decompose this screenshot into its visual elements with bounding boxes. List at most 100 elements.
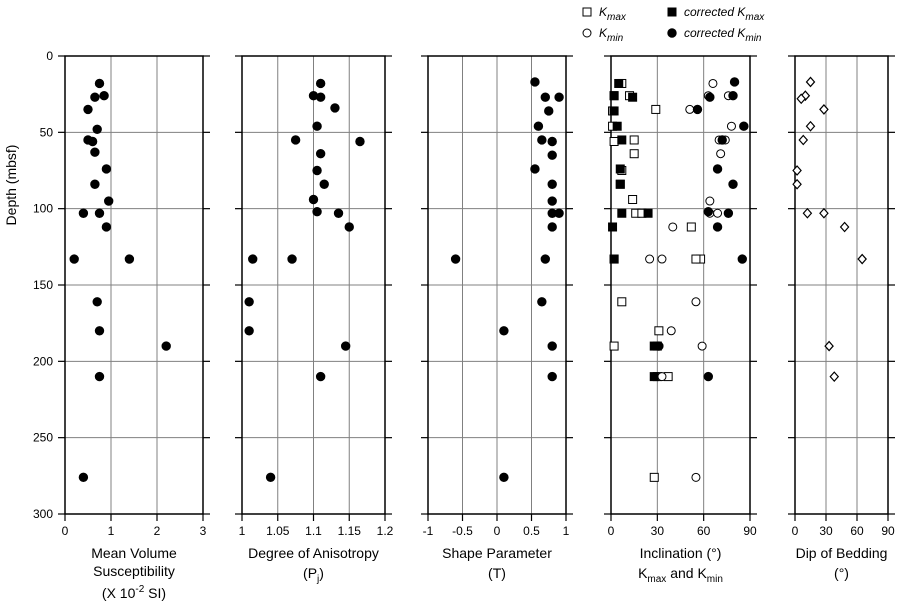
data-point <box>628 195 638 205</box>
data-point <box>729 77 740 87</box>
data-point <box>728 90 738 101</box>
data-point <box>717 135 727 145</box>
x-tick-label: 90 <box>881 524 895 538</box>
data-point <box>614 78 624 88</box>
data-point <box>83 104 93 115</box>
data-point <box>657 372 667 382</box>
data-point <box>312 207 322 217</box>
data-point <box>533 121 544 131</box>
data-point <box>615 179 625 189</box>
data-point <box>101 222 112 232</box>
data-point <box>499 472 509 483</box>
data-point <box>628 92 638 102</box>
data-point <box>685 104 695 114</box>
data-point <box>315 371 326 382</box>
depth-axis-label: Depth (mbsf) <box>3 145 19 226</box>
data-point <box>857 253 867 265</box>
data-point <box>708 78 718 88</box>
data-point <box>612 121 622 131</box>
data-point <box>649 372 659 382</box>
data-point <box>697 341 707 351</box>
x-tick-label: 60 <box>850 524 864 538</box>
data-point <box>244 326 254 336</box>
panel-2: 1 1.05 1.1 1.15 1.2 Degree of Anisotropy (Pj) <box>235 55 394 585</box>
data-point <box>547 150 557 160</box>
legend-label: corrected Kmin <box>684 26 762 44</box>
data-point <box>609 341 619 351</box>
legend-item: Kmax <box>582 5 627 23</box>
data-point <box>629 135 639 145</box>
data-point <box>716 149 726 159</box>
x-tick-label: 1.1 <box>305 524 322 538</box>
x-tick-label: 1.05 <box>266 524 290 538</box>
x-tick-label: 0 <box>494 524 501 538</box>
x-axis-title: Dip of Bedding <box>796 545 888 561</box>
data-point <box>90 179 100 189</box>
data-point <box>69 254 79 264</box>
depth-tick-label: 50 <box>40 125 54 139</box>
data-point <box>450 254 461 264</box>
data-point <box>319 179 329 189</box>
data-point <box>649 472 659 482</box>
x-axis-title: (T) <box>488 565 506 581</box>
data-point <box>333 208 344 218</box>
data-point <box>726 121 736 131</box>
x-axis-title: Mean Volume <box>91 545 177 561</box>
x-tick-label: 90 <box>743 524 757 538</box>
data-point <box>609 106 619 116</box>
data-point <box>547 222 557 232</box>
data-point <box>805 120 816 132</box>
data-point <box>340 341 351 351</box>
x-axis-title: Inclination (°) <box>640 545 722 561</box>
data-point <box>629 149 639 159</box>
x-axis-title: (°) <box>834 565 849 581</box>
data-point <box>654 341 664 351</box>
data-point <box>315 78 326 89</box>
data-point <box>547 179 557 189</box>
data-point <box>617 135 627 145</box>
data-point <box>547 371 557 382</box>
data-point <box>723 208 734 218</box>
data-point <box>739 121 749 131</box>
data-point <box>609 254 619 264</box>
x-tick-label: 0 <box>792 524 799 538</box>
legend-label: corrected Kmax <box>684 5 765 23</box>
data-point <box>617 297 627 307</box>
data-point <box>544 106 554 116</box>
data-point <box>643 208 653 218</box>
data-point <box>94 208 105 218</box>
x-tick-label: 0.5 <box>523 524 540 538</box>
data-point <box>802 207 813 219</box>
x-tick-label: 0 <box>62 524 69 538</box>
data-point <box>737 254 747 264</box>
legend-marker <box>667 7 677 17</box>
series-2 <box>608 78 659 382</box>
data-point <box>705 92 715 102</box>
series-1 <box>450 77 564 483</box>
data-point <box>540 254 550 264</box>
x-tick-label: 1 <box>108 524 115 538</box>
depth-tick-label: 250 <box>33 431 53 445</box>
panel-3: -1 -0.5 0 0.5 1 Shape Parameter (T) <box>421 55 573 581</box>
x-tick-label: -1 <box>423 524 434 538</box>
x-tick-label: -0.5 <box>452 524 473 538</box>
data-point <box>99 90 109 101</box>
data-point <box>819 104 829 115</box>
data-point <box>244 297 254 307</box>
data-point <box>87 136 98 147</box>
data-point <box>287 254 297 264</box>
data-point <box>691 472 701 482</box>
data-point <box>90 92 100 102</box>
x-axis-title: (X 10-2 SI) <box>102 584 166 601</box>
data-point <box>547 341 557 351</box>
data-point <box>796 93 807 105</box>
data-point <box>92 124 102 134</box>
panel-1: 0 1 2 3 Mean Volume Susceptibility (X 10-2 SI) <box>58 55 210 601</box>
depth-tick-label: 200 <box>33 354 53 368</box>
data-point <box>554 92 564 102</box>
data-point <box>78 472 89 483</box>
x-axis-title: Susceptibility <box>93 563 175 579</box>
data-point <box>713 208 723 218</box>
data-point <box>792 165 802 176</box>
data-point <box>805 76 816 88</box>
